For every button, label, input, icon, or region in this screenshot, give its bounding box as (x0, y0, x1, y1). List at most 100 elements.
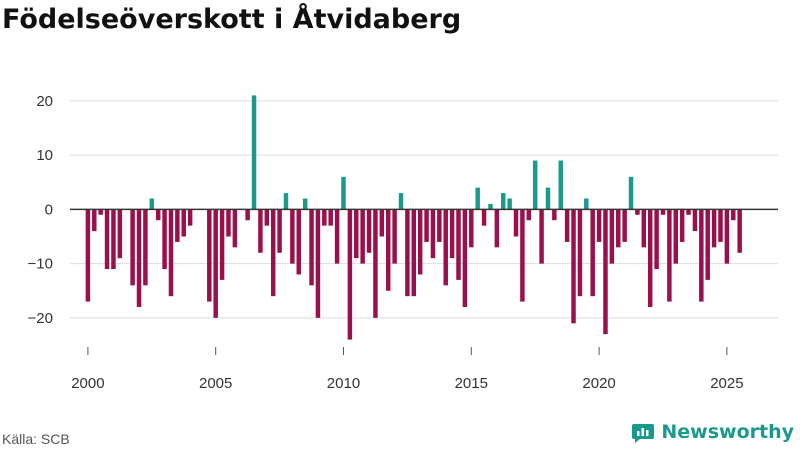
bar (430, 209, 436, 259)
bar (258, 209, 263, 253)
bar (654, 209, 659, 270)
bar (462, 209, 468, 308)
bar (641, 209, 647, 248)
y-tick-label: −20 (28, 310, 53, 327)
bar (564, 209, 570, 242)
bar (360, 209, 365, 264)
bar (469, 209, 474, 248)
bar (290, 209, 295, 264)
bar (111, 209, 116, 270)
x-tick-label: 2010 (327, 375, 360, 392)
bar (571, 209, 576, 324)
bar (283, 193, 289, 210)
bar (315, 209, 321, 318)
bar (526, 209, 532, 221)
bar (373, 209, 378, 318)
bar (149, 198, 155, 210)
bar (226, 209, 231, 237)
bar (718, 209, 723, 242)
bar (347, 209, 353, 340)
bar (277, 209, 282, 253)
y-tick-label: 20 (36, 93, 53, 110)
bar (647, 209, 653, 308)
x-tick-label: 2015 (455, 375, 488, 392)
bar (98, 209, 103, 215)
bar (590, 209, 595, 297)
y-tick-label: 0 (45, 201, 53, 218)
bar (296, 209, 301, 275)
y-tick-label: −10 (28, 256, 53, 273)
brand-logo[interactable]: Newsworthy (631, 420, 794, 444)
bar (660, 209, 666, 215)
bar (143, 209, 148, 286)
bar (130, 209, 135, 286)
bar (596, 209, 602, 242)
chart-title: Födelseöverskott i Åtvidaberg (2, 4, 462, 35)
bar (507, 198, 512, 210)
bar (558, 160, 563, 210)
bar (405, 209, 410, 297)
bar (366, 209, 372, 253)
bar (545, 187, 551, 210)
bar (500, 193, 506, 210)
bar (622, 209, 627, 242)
bar (603, 209, 608, 335)
bar (251, 95, 257, 210)
bar (609, 209, 615, 264)
bar (673, 209, 678, 264)
bar (85, 209, 91, 302)
bar (437, 209, 442, 242)
bar (520, 209, 525, 302)
bar (724, 209, 730, 264)
bar (104, 209, 110, 270)
bar (162, 209, 167, 270)
bar (309, 209, 314, 286)
newsworthy-icon (632, 424, 655, 443)
bar (385, 209, 391, 291)
y-axis-ticks: 20 10 0 −10 −20 (28, 93, 53, 327)
bar (232, 209, 238, 248)
bar (117, 209, 123, 259)
bar (475, 187, 480, 210)
bar (731, 209, 736, 221)
bar (584, 198, 589, 210)
bar (398, 193, 404, 210)
bar (245, 209, 250, 221)
bar (539, 209, 544, 264)
bar (424, 209, 429, 242)
x-tick-label: 2005 (199, 375, 232, 392)
bar (270, 209, 276, 297)
bar (334, 209, 340, 264)
bar (692, 209, 698, 232)
bar (679, 209, 685, 242)
bar (699, 209, 704, 302)
bar (628, 176, 634, 210)
bar (155, 209, 161, 221)
bar (168, 209, 174, 297)
bar (92, 209, 97, 232)
source-note: Källa: SCB (2, 431, 70, 447)
gridlines (70, 100, 778, 319)
x-tick-label: 2000 (71, 375, 104, 392)
bar (443, 209, 448, 286)
bar (379, 209, 385, 237)
bar (322, 209, 327, 226)
bar (175, 209, 180, 242)
bar (635, 209, 640, 215)
bar (354, 209, 359, 259)
bar (328, 209, 333, 226)
bar (264, 209, 270, 226)
bar (686, 209, 691, 215)
x-tick-label: 2025 (710, 375, 743, 392)
bar (494, 209, 500, 248)
x-tick-label: 2020 (582, 375, 615, 392)
bar (213, 209, 218, 318)
y-tick-label: 10 (36, 147, 53, 164)
bar (187, 209, 193, 226)
brand-name: Newsworthy (661, 421, 794, 443)
bar (705, 209, 710, 280)
bar (449, 209, 455, 259)
bar (341, 176, 346, 210)
bar (392, 209, 397, 264)
